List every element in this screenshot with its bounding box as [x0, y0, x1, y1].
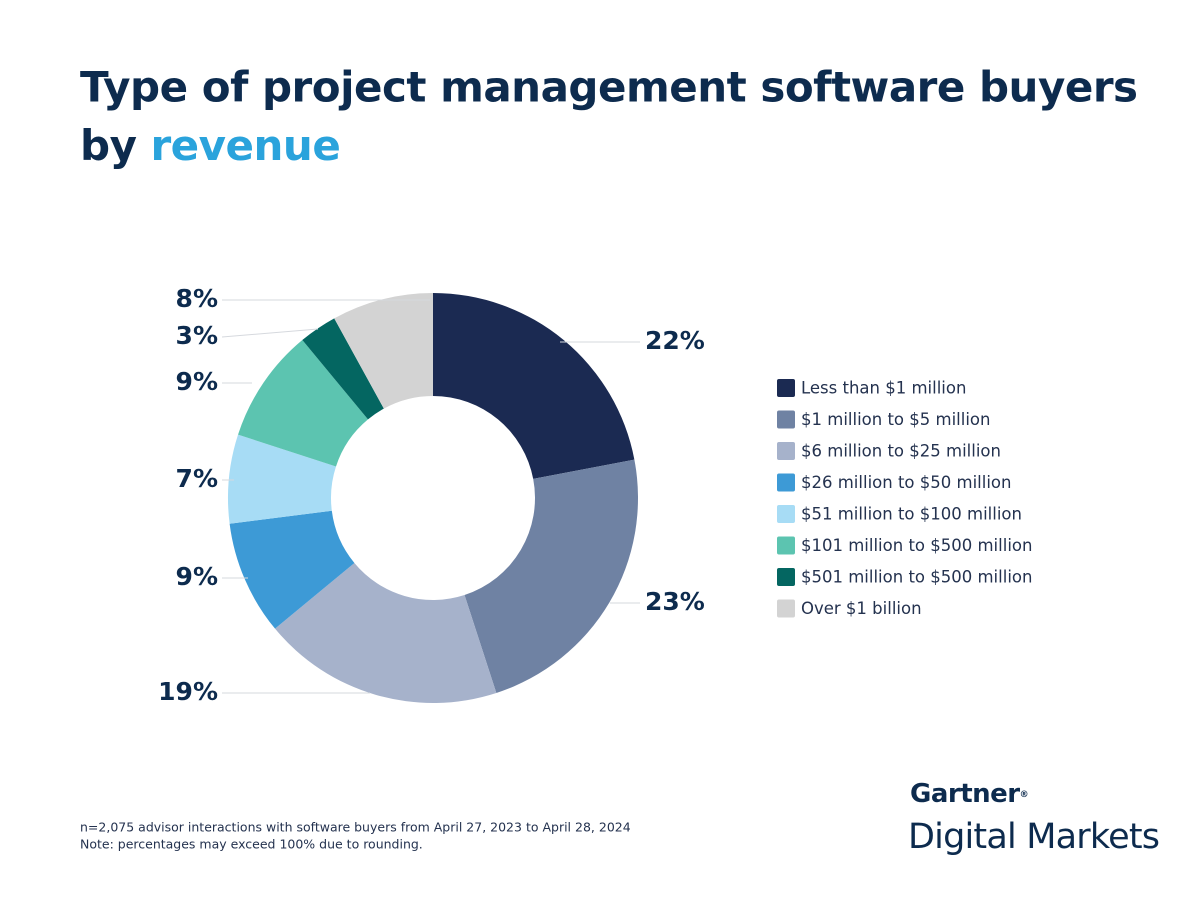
chart-title-highlight: revenue: [150, 121, 340, 170]
donut-slice: [229, 510, 355, 629]
legend-label: $6 million to $25 million: [801, 442, 1001, 461]
legend-swatch: [777, 442, 795, 460]
footnote: n=2,075 advisor interactions with softwa…: [80, 820, 631, 835]
legend-label: $26 million to $50 million: [801, 473, 1011, 492]
value-label: 22%: [645, 326, 705, 355]
legend-swatch: [777, 599, 795, 618]
chart-title: by revenue: [80, 121, 340, 170]
value-label: 9%: [176, 562, 218, 591]
donut-slice: [302, 318, 384, 420]
legend-label: Less than $1 million: [801, 379, 966, 398]
value-label: 8%: [176, 284, 218, 313]
value-label: 9%: [176, 367, 218, 396]
legend-swatch: [777, 568, 795, 586]
donut-slice: [228, 434, 336, 524]
legend-label: $101 million to $500 million: [801, 536, 1032, 555]
donut-slice: [238, 340, 368, 467]
donut-slice: [275, 563, 497, 703]
value-label: 7%: [176, 464, 218, 493]
value-label: 23%: [645, 587, 705, 616]
legend-label: $501 million to $500 million: [801, 568, 1032, 587]
legend-label: $51 million to $100 million: [801, 505, 1022, 524]
legend-label: Over $1 billion: [801, 599, 922, 618]
brand-sub: Digital Markets: [908, 817, 1159, 857]
brand-mark: ®: [1020, 790, 1029, 800]
legend-swatch: [777, 473, 795, 492]
brand: Gartner®: [910, 779, 1028, 809]
footnote: Note: percentages may exceed 100% due to…: [80, 837, 423, 852]
value-label: 19%: [158, 677, 218, 706]
chart-title: Type of project management software buye…: [80, 63, 1138, 112]
legend-swatch: [777, 505, 795, 523]
donut-slice: [464, 459, 638, 693]
chart-title: by: [80, 121, 137, 170]
legend-label: $1 million to $5 million: [801, 410, 990, 429]
legend-swatch: [777, 536, 795, 555]
leader-line: [221, 328, 319, 338]
brand: Gartner: [910, 779, 1020, 809]
donut-slice: [433, 293, 635, 479]
donut-slice: [334, 293, 433, 409]
legend-swatch: [777, 410, 795, 429]
legend-swatch: [777, 379, 795, 397]
value-label: 3%: [176, 321, 218, 350]
